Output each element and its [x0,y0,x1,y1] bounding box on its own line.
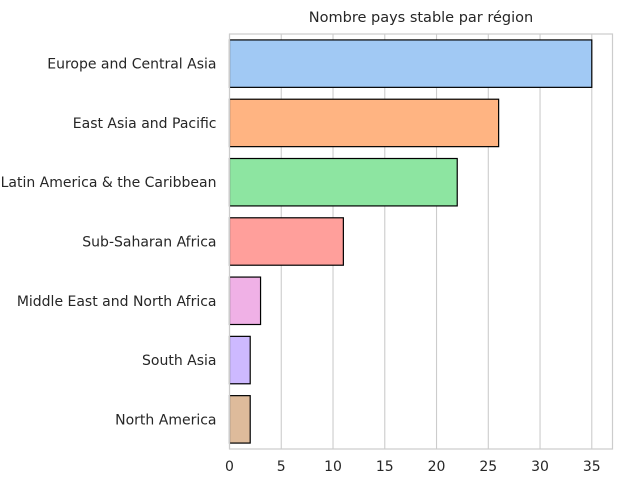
x-tick-label: 5 [277,459,286,475]
x-tick-label: 15 [376,459,394,475]
bar-latin-america-the-caribbean [228,157,458,207]
y-category-label: North America [115,412,216,428]
bar-south-asia [228,335,251,385]
y-category-label: East Asia and Pacific [73,116,217,132]
chart-title: Nombre pays stable par région [309,10,533,26]
plot-border [228,33,614,450]
bar-sub-saharan-africa [228,217,344,266]
y-category-label: Middle East and North Africa [17,294,217,310]
bar-east-asia-and-pacific [228,98,500,148]
bar-europe-and-central-asia [228,39,593,88]
x-tick-label: 25 [479,459,497,475]
y-category-label: Sub-Saharan Africa [82,235,216,251]
y-category-label: Latin America & the Caribbean [1,175,217,191]
bar-north-america [228,395,251,444]
plot-frame [228,33,614,450]
bars [228,39,593,444]
x-tick-label: 0 [225,459,234,475]
y-axis-category-labels: Europe and Central Asia East Asia and Pac… [1,57,217,429]
x-axis-ticks: 0 5 10 15 20 25 30 35 [225,459,601,475]
bar-middle-east-and-north-africa [228,276,262,326]
x-tick-label: 10 [324,459,342,475]
x-tick-label: 20 [428,459,446,475]
y-category-label: Europe and Central Asia [47,57,216,73]
x-tick-label: 30 [531,459,549,475]
x-tick-label: 35 [583,459,601,475]
y-category-label: South Asia [142,353,216,369]
